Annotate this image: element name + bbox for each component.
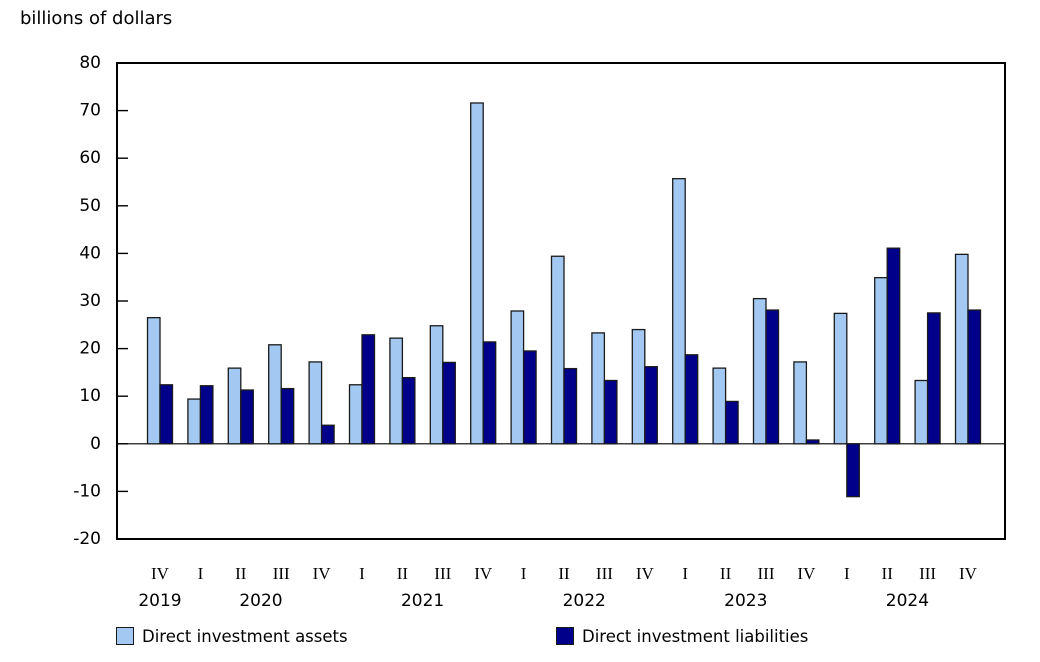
bar-liabilities-5 — [361, 334, 376, 445]
bar-assets-11 — [591, 332, 606, 445]
x-year-label: 2023 — [724, 591, 767, 611]
bar-assets-13 — [672, 178, 686, 445]
bar-liabilities-7 — [442, 361, 456, 445]
bar-assets-3 — [268, 344, 282, 445]
x-quarter-label: I — [359, 564, 365, 583]
legend-item-assets: Direct investment assets — [116, 624, 348, 648]
bar-assets-16 — [793, 361, 808, 445]
x-quarter-label: II — [235, 564, 247, 583]
bar-liabilities-16 — [805, 439, 820, 445]
y-tick-label: 50 — [79, 196, 101, 216]
bar-assets-2 — [227, 367, 242, 445]
x-quarter-label: IV — [474, 564, 493, 583]
x-quarter-label: I — [844, 564, 850, 583]
x-quarter-label: III — [434, 564, 451, 583]
x-quarter-label: II — [720, 564, 732, 583]
bar-assets-1 — [187, 398, 202, 445]
y-tick-label: 70 — [79, 101, 101, 121]
x-year-label: 2022 — [563, 591, 606, 611]
x-quarter-label: IV — [151, 564, 170, 583]
bar-assets-19 — [914, 379, 929, 445]
bar-liabilities-15 — [765, 309, 780, 445]
bar-assets-18 — [874, 277, 888, 445]
x-quarter-label: II — [882, 564, 894, 583]
y-tick-label: 20 — [79, 339, 101, 359]
bar-assets-7 — [429, 325, 444, 445]
bar-liabilities-11 — [603, 379, 618, 445]
bar-liabilities-8 — [482, 341, 497, 445]
bar-assets-20 — [954, 253, 969, 445]
legend: Direct investment assets Direct investme… — [0, 624, 1040, 650]
x-quarter-label: II — [397, 564, 409, 583]
y-tick-label: 60 — [79, 148, 101, 168]
bar-liabilities-0 — [159, 384, 174, 445]
bar-liabilities-2 — [240, 389, 254, 445]
x-quarter-label: II — [558, 564, 570, 583]
y-tick-label: 40 — [79, 243, 101, 263]
plot-frame — [116, 62, 1006, 540]
x-year-label: 2020 — [239, 591, 282, 611]
x-year-label: 2021 — [401, 591, 444, 611]
y-tick-label: 30 — [79, 291, 101, 311]
x-year-label: 2019 — [138, 591, 181, 611]
bar-assets-14 — [712, 367, 727, 445]
bar-liabilities-20 — [967, 309, 982, 445]
legend-item-liabilities: Direct investment liabilities — [556, 624, 808, 648]
bar-liabilities-6 — [401, 376, 416, 445]
x-quarter-label: I — [521, 564, 527, 583]
x-quarter-label: I — [198, 564, 204, 583]
y-tick-label: 0 — [90, 434, 101, 454]
bar-assets-9 — [510, 310, 525, 445]
bar-liabilities-17 — [846, 443, 860, 498]
assets-legend-label: Direct investment assets — [142, 626, 348, 646]
bar-liabilities-10 — [563, 367, 578, 445]
bar-assets-0 — [146, 317, 161, 445]
x-quarter-label: IV — [959, 564, 978, 583]
liabilities-swatch — [556, 627, 574, 645]
bar-assets-10 — [550, 255, 565, 445]
x-quarter-label: III — [596, 564, 613, 583]
bar-assets-5 — [348, 384, 363, 445]
bar-assets-8 — [470, 102, 484, 445]
bar-liabilities-9 — [522, 350, 537, 445]
bar-assets-17 — [833, 312, 848, 445]
assets-swatch — [116, 627, 134, 645]
chart-title: billions of dollars — [20, 8, 173, 29]
x-quarter-label: IV — [313, 564, 332, 583]
x-quarter-label: IV — [636, 564, 655, 583]
x-quarter-label: III — [273, 564, 290, 583]
x-year-label: 2024 — [886, 591, 929, 611]
bar-liabilities-3 — [280, 387, 295, 445]
bar-assets-6 — [389, 337, 404, 445]
bar-liabilities-13 — [684, 354, 699, 445]
bar-assets-12 — [631, 328, 646, 445]
y-tick-label: 10 — [79, 386, 101, 406]
bar-liabilities-19 — [926, 312, 941, 445]
bar-liabilities-18 — [886, 247, 901, 445]
bar-liabilities-4 — [320, 424, 335, 445]
bar-liabilities-12 — [644, 366, 658, 445]
y-tick-label: 80 — [79, 53, 101, 73]
bar-assets-4 — [308, 361, 323, 445]
x-quarter-label: IV — [797, 564, 816, 583]
liabilities-legend-label: Direct investment liabilities — [582, 626, 809, 646]
y-tick-label: -10 — [73, 481, 101, 501]
x-quarter-label: III — [758, 564, 775, 583]
bar-liabilities-1 — [199, 385, 214, 445]
x-quarter-label: I — [682, 564, 688, 583]
bar-liabilities-14 — [724, 400, 739, 445]
bar-assets-15 — [752, 297, 767, 445]
y-tick-label: -20 — [73, 529, 101, 549]
x-quarter-label: III — [919, 564, 936, 583]
